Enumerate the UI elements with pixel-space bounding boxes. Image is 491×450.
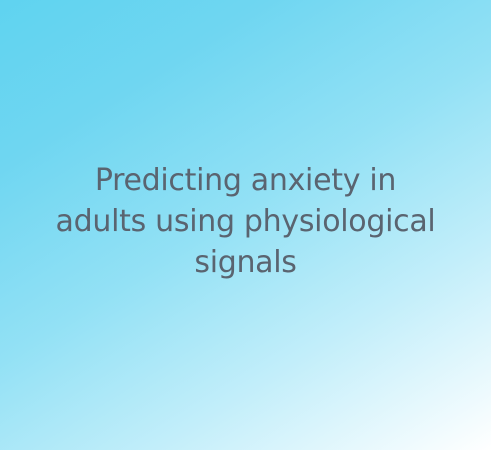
card-title: Predicting anxiety in adults using physi… [55, 162, 436, 280]
